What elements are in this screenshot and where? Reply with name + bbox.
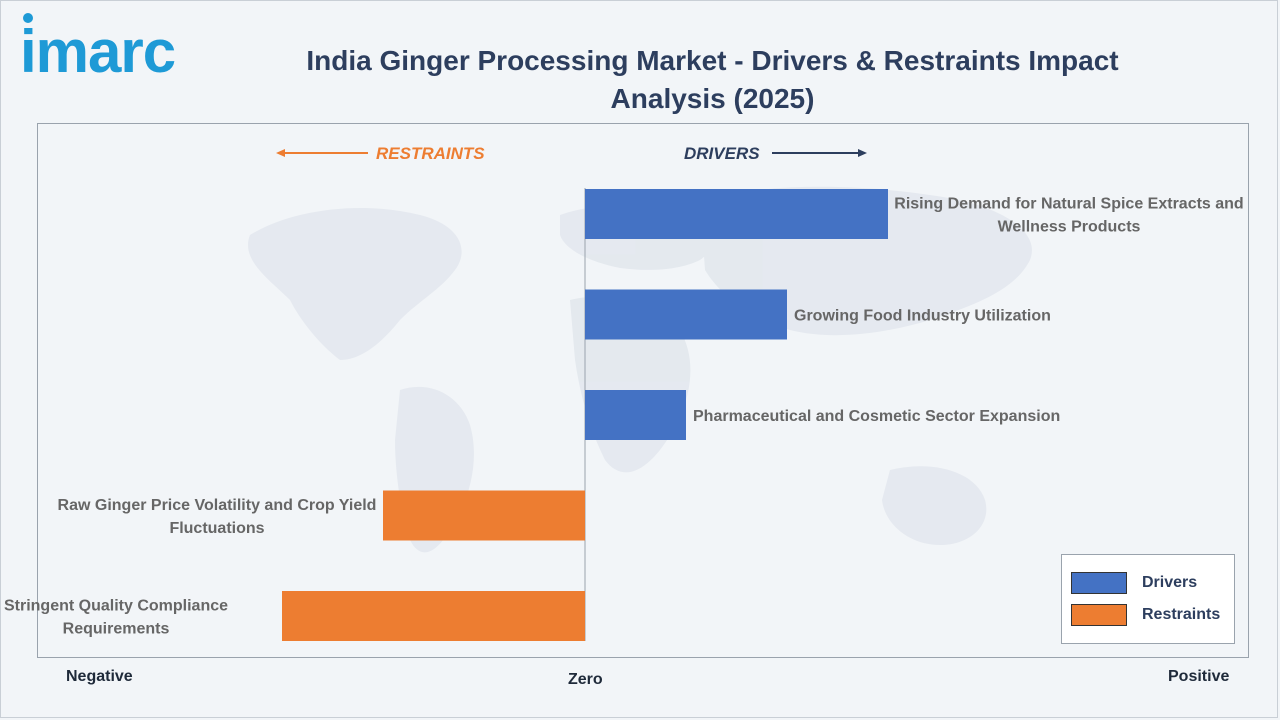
legend: Drivers Restraints <box>1061 554 1235 644</box>
bar-label-4: Raw Ginger Price Volatility and Crop Yie… <box>58 497 377 537</box>
axis-zero-label: Zero <box>568 671 603 688</box>
bar-driver-2 <box>585 289 787 340</box>
logo-dot <box>23 13 33 23</box>
chart-title: India Ginger Processing Market - Drivers… <box>306 45 1119 114</box>
restraints-header: RESTRAINTS <box>376 144 485 163</box>
bar-label-3: Pharmaceutical and Cosmetic Sector Expan… <box>693 408 1060 425</box>
bar-restraint-4 <box>383 490 585 541</box>
legend-label-restraints: Restraints <box>1142 606 1221 623</box>
legend-label-drivers: Drivers <box>1142 574 1198 591</box>
bars-group: Rising Demand for Natural Spice Extracts… <box>4 189 1244 641</box>
legend-item-drivers: Drivers <box>1071 572 1197 594</box>
bar-driver-1 <box>585 189 888 239</box>
legend-item-restraints: Restraints <box>1071 604 1220 626</box>
bar-driver-3 <box>585 390 686 440</box>
bar-label-2: Growing Food Industry Utilization <box>794 308 1051 325</box>
restraints-arrow <box>276 149 368 157</box>
axis-positive-label: Positive <box>1168 668 1230 685</box>
drivers-arrow <box>772 149 867 157</box>
bar-label-1: Rising Demand for Natural Spice Extracts… <box>894 196 1243 236</box>
axis-negative-label: Negative <box>66 668 133 685</box>
legend-swatch-drivers <box>1071 572 1127 594</box>
imarc-logo: imarc <box>20 18 176 85</box>
legend-swatch-restraints <box>1071 604 1127 626</box>
drivers-header: DRIVERS <box>684 144 760 163</box>
bar-label-5: Stringent Quality Compliance Requirements <box>4 598 228 638</box>
bar-restraint-5 <box>282 591 585 641</box>
